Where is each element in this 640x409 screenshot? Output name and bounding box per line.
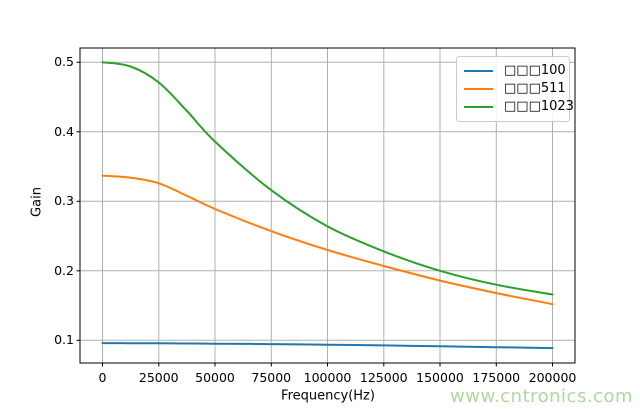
x-tick-label: 100000 [303,369,352,385]
legend-item-511: □□□511 [464,81,566,96]
x-tick-label: 0 [98,369,107,385]
legend-line-sample-orange [464,87,493,90]
x-tick-label: 75000 [251,369,292,385]
legend-label-100: □□□100 [504,62,566,78]
x-tick-label: 50000 [195,369,235,385]
x-tick-label: 200000 [528,369,577,385]
y-tick-label: 0.1 [54,332,74,348]
x-tick-label: 125000 [359,369,408,385]
legend-line-sample-green [464,106,493,109]
series-line-0 [101,342,554,350]
legend: □□□100 □□□511 □□□1023 [456,56,574,122]
x-tick-label: 150000 [416,369,464,385]
legend-line-sample-blue [464,69,493,72]
legend-item-100: □□□100 [464,63,566,78]
tick-marks [76,61,553,367]
y-tick-label: 0.3 [54,193,74,209]
watermark: www.cntronics.com [450,386,633,407]
y-tick-label: 0.2 [54,262,74,278]
y-tick-label: 0.4 [54,123,74,139]
series-line-2 [101,61,554,296]
legend-label-1023: □□□1023 [504,98,574,114]
legend-label-511: □□□511 [504,80,566,96]
x-tick-label: 25000 [138,369,179,385]
y-tick-label: 0.5 [54,54,74,70]
y-axis-label: Gain [29,187,45,217]
legend-item-1023: □□□1023 [464,99,574,114]
x-axis-label: Frequency(Hz) [281,388,375,404]
x-tick-label: 175000 [472,369,521,385]
series-line-1 [101,174,554,306]
